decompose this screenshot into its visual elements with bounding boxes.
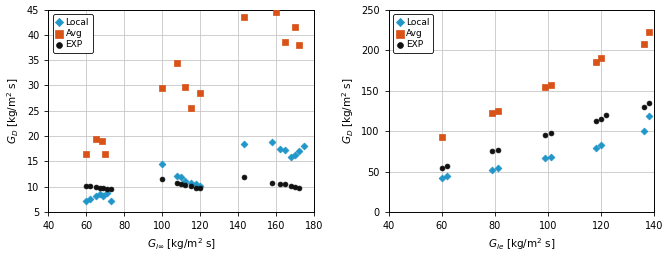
Local xyxy=(492,165,503,170)
EXP xyxy=(280,182,291,186)
EXP xyxy=(437,165,448,170)
EXP xyxy=(98,186,109,190)
Avg xyxy=(437,135,448,139)
Y-axis label: $G_D$ [kg/m$^2$ s]: $G_D$ [kg/m$^2$ s] xyxy=(340,78,355,144)
Local xyxy=(238,142,249,146)
EXP xyxy=(185,184,196,188)
EXP xyxy=(195,186,205,190)
X-axis label: $G_{le}$ [kg/m$^2$ s]: $G_{le}$ [kg/m$^2$ s] xyxy=(488,237,555,252)
Local xyxy=(596,143,607,147)
Local xyxy=(102,191,112,195)
Avg xyxy=(591,60,601,64)
EXP xyxy=(596,117,607,121)
EXP xyxy=(545,131,556,135)
Local xyxy=(442,174,452,179)
Avg xyxy=(81,152,92,156)
Local xyxy=(437,176,448,180)
EXP xyxy=(106,187,116,191)
EXP xyxy=(157,177,167,181)
EXP xyxy=(644,101,654,105)
Y-axis label: $G_D$ [kg/m$^2$ s]: $G_D$ [kg/m$^2$ s] xyxy=(5,78,21,144)
Legend: Local, Avg, EXP: Local, Avg, EXP xyxy=(393,14,433,53)
Local xyxy=(179,179,190,183)
EXP xyxy=(492,148,503,152)
EXP xyxy=(638,105,649,109)
Local xyxy=(98,194,109,198)
Local xyxy=(274,147,285,151)
Local xyxy=(157,162,167,166)
EXP xyxy=(172,181,183,185)
EXP xyxy=(81,184,92,188)
Local xyxy=(294,149,304,153)
Avg xyxy=(90,136,101,141)
Avg xyxy=(638,42,649,46)
Local xyxy=(487,168,498,172)
EXP xyxy=(102,187,112,191)
Local xyxy=(545,155,556,159)
Avg xyxy=(280,41,291,45)
Legend: Local, Avg, EXP: Local, Avg, EXP xyxy=(53,14,93,53)
EXP xyxy=(487,149,498,153)
EXP xyxy=(290,185,300,189)
EXP xyxy=(191,186,201,190)
EXP xyxy=(90,185,101,189)
Local xyxy=(290,153,300,157)
Local xyxy=(85,197,96,201)
Avg xyxy=(492,109,503,113)
Avg xyxy=(545,83,556,87)
Avg xyxy=(96,139,107,143)
Avg xyxy=(644,30,654,34)
Local xyxy=(172,174,183,178)
Avg xyxy=(596,56,607,60)
Avg xyxy=(487,111,498,115)
EXP xyxy=(179,183,190,187)
Avg xyxy=(238,15,249,19)
Local xyxy=(106,199,116,203)
Avg xyxy=(179,84,190,88)
EXP xyxy=(94,186,105,190)
Local xyxy=(280,148,291,152)
X-axis label: $G_{l\infty}$ [kg/m$^2$ s]: $G_{l\infty}$ [kg/m$^2$ s] xyxy=(147,237,215,252)
Avg xyxy=(172,61,183,65)
Avg xyxy=(157,86,167,90)
Local xyxy=(81,199,92,203)
Local xyxy=(286,155,296,159)
Avg xyxy=(294,43,304,47)
Avg xyxy=(290,25,300,29)
Avg xyxy=(540,84,551,88)
Local xyxy=(638,129,649,133)
Local xyxy=(267,140,278,144)
EXP xyxy=(85,184,96,188)
EXP xyxy=(267,181,278,185)
EXP xyxy=(540,133,551,137)
Local xyxy=(299,144,310,148)
EXP xyxy=(274,182,285,186)
Local xyxy=(644,114,654,118)
EXP xyxy=(601,113,612,117)
Local xyxy=(540,156,551,160)
Local xyxy=(195,184,205,188)
Local xyxy=(185,181,196,185)
EXP xyxy=(286,184,296,188)
EXP xyxy=(591,118,601,123)
EXP xyxy=(294,186,304,190)
Local xyxy=(191,182,201,186)
Avg xyxy=(271,10,282,14)
Avg xyxy=(100,152,110,156)
Local xyxy=(90,194,101,198)
EXP xyxy=(238,175,249,179)
EXP xyxy=(176,182,187,186)
Local xyxy=(176,175,187,179)
Avg xyxy=(195,91,205,95)
EXP xyxy=(442,164,452,168)
Avg xyxy=(185,106,196,110)
Local xyxy=(591,146,601,150)
Local xyxy=(94,192,105,196)
